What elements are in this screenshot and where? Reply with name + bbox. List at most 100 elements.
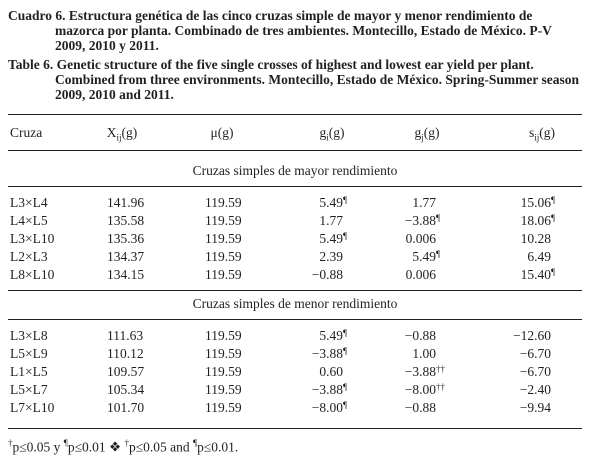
table-cell: 119.59: [205, 328, 242, 344]
footnote-text: p≤0.05 and: [129, 439, 194, 455]
column-header: Xij(g): [62, 125, 182, 146]
table-cell: 1.77: [319, 213, 343, 229]
column-header: Cruza: [10, 125, 42, 141]
row-label: L1×L5: [10, 364, 48, 380]
table-cell-text: 119.59: [205, 249, 242, 264]
table-cell: 18.06 ¶: [520, 213, 555, 229]
row-label: L5×L7: [10, 382, 48, 398]
caption-text: Estructura genética de las cinco cruzas …: [55, 8, 552, 53]
table-cell-text: 0.60: [319, 364, 343, 379]
table-cell-text: 18.06: [520, 213, 551, 228]
table-cell-text: −3.88: [311, 382, 343, 397]
table-cell-text: −9.94: [519, 400, 551, 415]
table-cell-text: 10.28: [520, 231, 551, 246]
footnote-mark: ¶: [63, 438, 68, 448]
table-cell: 5.49 ¶: [319, 195, 347, 211]
table-cell: −0.88: [405, 328, 436, 344]
table-cell: 1.77: [412, 195, 436, 211]
row-label-text: L5×L9: [10, 346, 48, 361]
caption-label: Table 6.: [8, 57, 54, 72]
row-label: L4×L5: [10, 213, 48, 229]
table-cell-text: 5.49: [319, 195, 343, 210]
table-cell-text: 110.12: [107, 346, 144, 361]
table-cell: 5.49 ¶: [319, 231, 347, 247]
column-header: sij(g): [482, 125, 590, 146]
row-label-text: L4×L5: [10, 213, 48, 228]
table-cell: 105.34: [107, 382, 144, 398]
column-header: μ(g): [162, 125, 282, 141]
table-cell-text: −8.00: [311, 400, 343, 415]
table-cell-text: −0.88: [311, 267, 343, 282]
table-cell-text: 119.59: [205, 231, 242, 246]
footnote-text: p≤0.01.: [197, 439, 239, 455]
row-label: L3×L8: [10, 328, 48, 344]
table-cell-text: 0.006: [405, 267, 436, 282]
caption-label: Cuadro 6.: [8, 8, 66, 23]
footnote-mark: †: [124, 438, 130, 448]
table-cell: 134.15: [107, 267, 144, 283]
table-cell: 5.49 ¶: [319, 328, 347, 344]
column-header-text: Cruza: [10, 125, 43, 140]
footnote-mark: ¶: [193, 438, 198, 448]
table-cell-text: 111.63: [107, 328, 144, 343]
row-label-text: L2×L3: [10, 249, 48, 264]
table-cell: −12.60: [513, 328, 551, 344]
column-header-unit: (g): [121, 125, 138, 140]
table-cell-mark: ¶: [343, 346, 348, 356]
column-header-text: μ(g): [210, 125, 234, 140]
table-cell-text: 119.59: [205, 267, 242, 282]
table-cell: −3.88 ††: [405, 364, 445, 380]
footnote-text: p≤0.05 y: [12, 439, 64, 455]
column-header-sub: i: [326, 132, 329, 143]
table-cell-text: 135.36: [107, 231, 145, 246]
row-label-text: L7×L10: [10, 400, 55, 415]
table-cell: −3.88 ¶: [311, 346, 347, 362]
table-cell-text: 119.59: [205, 195, 242, 210]
table-cell: −6.70: [520, 346, 551, 362]
row-label-text: L1×L5: [10, 364, 48, 379]
table-cell-text: 1.77: [319, 213, 343, 228]
rule: [8, 428, 582, 429]
row-label: L7×L10: [10, 400, 54, 416]
table-cell: 101.70: [107, 400, 144, 416]
table-cell: 141.96: [107, 195, 144, 211]
table-cell: 110.12: [107, 346, 144, 362]
table-cell-text: 119.59: [205, 346, 242, 361]
row-label-text: L3×L4: [10, 195, 48, 210]
table-cell: −0.88: [405, 400, 436, 416]
table-cell: −9.94: [520, 400, 551, 416]
table-cell-text: 5.49: [319, 231, 343, 246]
table-cell-mark: ¶: [551, 213, 556, 223]
table-cell-mark: ¶: [343, 195, 348, 205]
rule: [8, 150, 582, 151]
table-cell-text: 119.59: [205, 364, 242, 379]
table-cell-text: −0.88: [404, 400, 436, 415]
column-header-text: X: [106, 125, 117, 140]
table-cell-mark: ††: [436, 382, 445, 392]
table-cell-mark: ¶: [436, 249, 441, 259]
row-label-text: L8×L10: [10, 267, 55, 282]
rule: [8, 290, 582, 291]
table-cell-text: 134.15: [107, 267, 145, 282]
table-cell-text: 141.96: [107, 195, 145, 210]
column-header-unit: (g): [539, 125, 556, 140]
table-cell-text: −2.40: [519, 382, 551, 397]
table-cell: 111.63: [107, 328, 143, 344]
table-cell-text: 1.77: [412, 195, 436, 210]
caption-es: Cuadro 6. Estructura genética de las cin…: [8, 8, 582, 53]
table-cell: 2.39: [319, 249, 343, 265]
column-header-text: g: [414, 125, 422, 140]
table-cell-text: −12.60: [513, 328, 551, 343]
table-cell-text: 2.39: [319, 249, 343, 264]
table-cell: 15.40 ¶: [521, 267, 555, 283]
table-cell: −6.70: [520, 364, 551, 380]
rule: [8, 186, 582, 187]
table-cell-text: −3.88: [311, 346, 343, 361]
table-cell: 119.59: [205, 213, 242, 229]
table-cell-text: −3.88: [404, 213, 436, 228]
table-cell: 119.59: [205, 382, 242, 398]
table-cell-text: 119.59: [205, 400, 242, 415]
table-cell-mark: ¶: [436, 213, 441, 223]
table-cell: 119.59: [205, 249, 242, 265]
table-cell: 134.37: [107, 249, 144, 265]
